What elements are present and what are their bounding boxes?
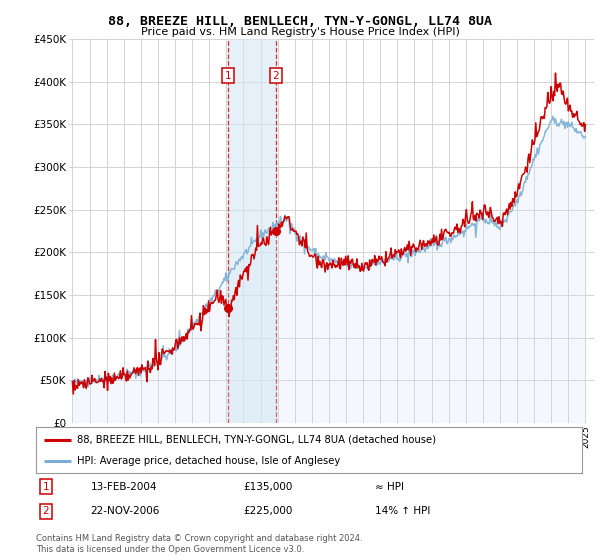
Text: Price paid vs. HM Land Registry's House Price Index (HPI): Price paid vs. HM Land Registry's House … bbox=[140, 27, 460, 38]
Text: 1: 1 bbox=[225, 71, 232, 81]
Text: 22-NOV-2006: 22-NOV-2006 bbox=[91, 506, 160, 516]
Text: 2: 2 bbox=[43, 506, 49, 516]
Text: This data is licensed under the Open Government Licence v3.0.: This data is licensed under the Open Gov… bbox=[36, 545, 304, 554]
Text: 1: 1 bbox=[43, 482, 49, 492]
Bar bbox=[229, 39, 276, 423]
Text: 14% ↑ HPI: 14% ↑ HPI bbox=[374, 506, 430, 516]
Text: HPI: Average price, detached house, Isle of Anglesey: HPI: Average price, detached house, Isle… bbox=[77, 456, 340, 466]
Text: £225,000: £225,000 bbox=[244, 506, 293, 516]
Text: 88, BREEZE HILL, BENLLECH, TYN-Y-GONGL, LL74 8UA: 88, BREEZE HILL, BENLLECH, TYN-Y-GONGL, … bbox=[108, 15, 492, 28]
Text: 13-FEB-2004: 13-FEB-2004 bbox=[91, 482, 157, 492]
Text: Contains HM Land Registry data © Crown copyright and database right 2024.: Contains HM Land Registry data © Crown c… bbox=[36, 534, 362, 543]
Text: £135,000: £135,000 bbox=[244, 482, 293, 492]
Text: ≈ HPI: ≈ HPI bbox=[374, 482, 404, 492]
Text: 88, BREEZE HILL, BENLLECH, TYN-Y-GONGL, LL74 8UA (detached house): 88, BREEZE HILL, BENLLECH, TYN-Y-GONGL, … bbox=[77, 435, 436, 445]
Text: 2: 2 bbox=[272, 71, 279, 81]
